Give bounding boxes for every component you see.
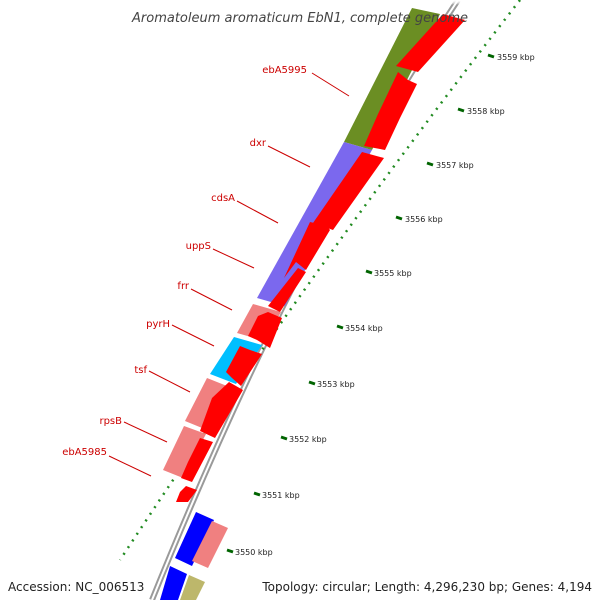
gene-label: cdsA bbox=[211, 193, 235, 204]
label-leaders bbox=[108, 72, 350, 477]
map-title: Aromatoleum aromaticum EbN1, complete ge… bbox=[131, 11, 468, 26]
cds-arrow bbox=[364, 72, 417, 150]
kbp-label: 3550 kbp bbox=[235, 548, 273, 557]
kbp-label: 3558 kbp bbox=[467, 107, 505, 116]
gene-rpsB-feature bbox=[163, 426, 206, 478]
kbp-label: 3556 kbp bbox=[405, 215, 443, 224]
gc-content-ring bbox=[118, 0, 521, 561]
kbp-label: 3552 kbp bbox=[289, 435, 327, 444]
gene-label: pyrH bbox=[146, 319, 170, 330]
gene-label: dxr bbox=[250, 138, 267, 149]
kbp-label: 3555 kbp bbox=[374, 269, 412, 278]
gene-label: tsf bbox=[134, 365, 147, 376]
kbp-label: 3554 kbp bbox=[345, 324, 383, 333]
cds-arrow bbox=[313, 152, 384, 230]
cds-arrow bbox=[200, 382, 243, 438]
kbp-ticks bbox=[226, 53, 495, 554]
kbp-label: 3559 kbp bbox=[497, 53, 535, 62]
gene-label: ebA5985 bbox=[62, 447, 107, 458]
cds-track bbox=[176, 0, 500, 502]
gene-label: uppS bbox=[186, 241, 211, 252]
gene-label: rpsB bbox=[99, 416, 122, 427]
gene-label: frr bbox=[177, 281, 189, 292]
gene-khaki-feature bbox=[180, 575, 205, 600]
kbp-label: 3553 kbp bbox=[317, 380, 355, 389]
cog-track bbox=[160, 0, 470, 600]
gene-ebA5995-feature bbox=[344, 8, 440, 150]
cds-arrow bbox=[181, 438, 213, 482]
kbp-label: 3551 kbp bbox=[262, 491, 300, 500]
cds-arrow bbox=[248, 312, 282, 348]
gene-blue-feature bbox=[175, 512, 214, 566]
cds-arrow bbox=[268, 268, 306, 312]
topology-text: Topology: circular; Length: 4,296,230 bp… bbox=[262, 580, 592, 594]
kbp-labels: 3559 kbp 3558 kbp 3557 kbp 3556 kbp 3555… bbox=[235, 53, 535, 557]
gene-labels: ebA5995 dxr cdsA uppS frr pyrH tsf rpsB … bbox=[62, 65, 307, 458]
gene-blue-feature-2 bbox=[160, 566, 187, 600]
gene-label: ebA5995 bbox=[262, 65, 307, 76]
cds-arrow bbox=[284, 222, 330, 278]
gene-pink-feature bbox=[192, 521, 228, 568]
cds-arrow bbox=[226, 346, 262, 386]
cds-arrow bbox=[176, 486, 197, 502]
kbp-label: 3557 kbp bbox=[436, 161, 474, 170]
accession-text: Accession: NC_006513 bbox=[8, 580, 145, 594]
